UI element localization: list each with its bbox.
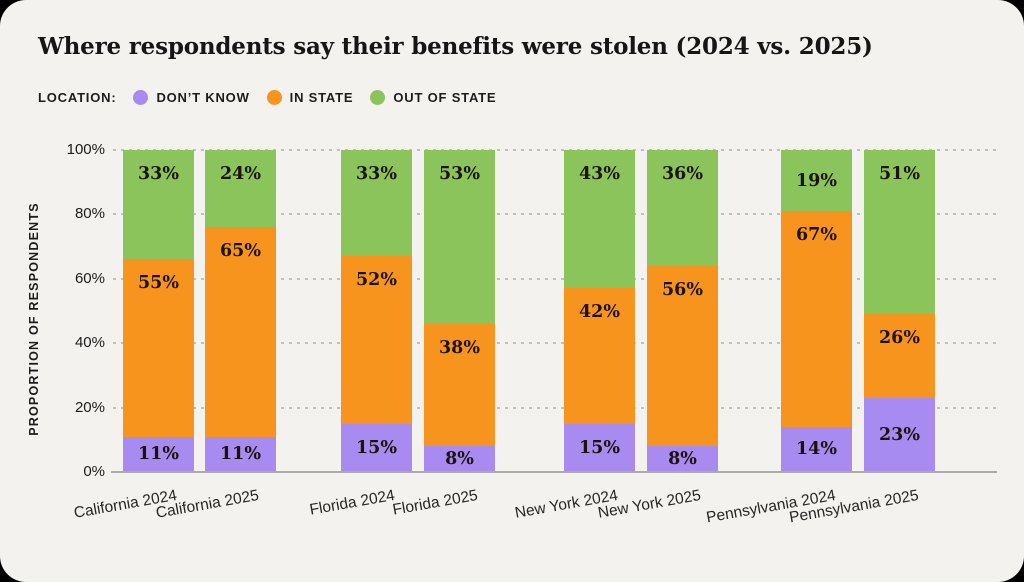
bar-segment-in-state: 55% [123,259,194,437]
bar-value-label: 11% [220,444,261,465]
bar-value-label: 67% [796,225,837,246]
legend-item-label: IN STATE [289,90,354,105]
bar-segment-in-state: 38% [424,323,495,447]
legend-item-dont-know: DON’T KNOW [133,90,249,105]
bar-california-2024: 33% 55% 11% [123,150,194,472]
bar-value-label: 15% [356,437,397,458]
bar-segment-don-t-know: 11% [123,436,194,472]
bar-value-label: 51% [879,164,920,184]
bar-value-label: 38% [439,337,480,358]
bar-segment-don-t-know: 15% [564,423,635,472]
gridline [113,277,997,280]
bar-segment-in-state: 56% [647,265,718,447]
out-of-state-swatch-icon [370,90,386,105]
bar-value-label: 11% [138,444,179,465]
bar-segment-out-of-state: 43% [564,150,635,289]
bar-value-label: 24% [220,164,261,184]
y-tick-label: 0% [83,463,105,480]
bar-segment-in-state: 42% [564,288,635,424]
bar-segment-in-state: 52% [341,256,412,424]
bar-segment-don-t-know: 14% [781,426,852,472]
bar-value-label: 33% [138,164,179,184]
bar-segment-in-state: 65% [205,227,276,437]
bar-value-label: 15% [579,437,620,458]
bar-value-label: 65% [220,241,261,262]
gridline [113,342,997,345]
bar-segment-out-of-state: 33% [123,150,194,260]
bar-new-york-2024: 43% 42% 15% [564,150,635,472]
bar-segment-don-t-know: 15% [341,423,412,472]
bar-value-label: 8% [668,449,697,470]
x-axis-label-florida-2024: Florida 2024 [308,487,397,519]
y-tick-label: 40% [74,334,105,352]
legend-item-in-state: IN STATE [266,90,354,105]
bar-value-label: 43% [579,164,620,184]
bar-segment-out-of-state: 53% [424,150,495,324]
legend-item-label: OUT OF STATE [393,90,497,105]
legend-title: LOCATION: [38,90,117,105]
bar-florida-2024: 33% 52% 15% [341,150,412,472]
bar-segment-out-of-state: 19% [781,150,852,212]
y-tick-label: 60% [74,269,105,287]
in-state-swatch-icon [266,90,282,105]
bar-segment-out-of-state: 51% [864,150,935,315]
bar-segment-don-t-know: 23% [864,397,935,472]
bar-pennsylvania-2025: 51% 26% 23% [864,150,935,472]
bar-value-label: 8% [445,449,474,470]
bar-value-label: 14% [796,439,837,460]
legend-item-out-of-state: OUT OF STATE [370,90,496,105]
bar-california-2025: 24% 65% 11% [205,150,276,472]
y-tick-label: 80% [74,205,105,223]
bar-segment-don-t-know: 8% [647,446,718,472]
legend-item-label: DON’T KNOW [156,90,250,105]
legend: LOCATION: DON’T KNOW IN STATE OUT OF STA… [38,90,496,105]
gridline [113,213,997,216]
chart-title: Where respondents say their benefits wer… [38,33,873,60]
bar-segment-don-t-know: 8% [424,446,495,472]
bar-segment-in-state: 67% [781,211,852,427]
y-tick-label: 100% [66,141,105,158]
bar-value-label: 56% [662,279,703,300]
bar-segment-don-t-know: 11% [205,436,276,472]
bar-value-label: 42% [579,302,620,323]
bar-pennsylvania-2024: 19% 67% 14% [781,150,852,472]
bar-florida-2025: 53% 38% 8% [424,150,495,472]
bar-segment-out-of-state: 36% [647,150,718,266]
bar-value-label: 19% [796,170,837,191]
bar-value-label: 55% [138,273,179,294]
dont-know-swatch-icon [133,90,149,105]
bar-segment-out-of-state: 33% [341,150,412,257]
x-axis-label-florida-2025: Florida 2025 [391,487,480,519]
x-axis-baseline [111,471,997,473]
bar-value-label: 33% [356,164,397,184]
bar-value-label: 36% [662,164,703,184]
bar-segment-out-of-state: 24% [205,150,276,228]
gridline [113,406,997,409]
y-tick-label: 20% [74,398,105,416]
bar-value-label: 52% [356,270,397,291]
gridline [113,149,997,151]
bar-segment-in-state: 26% [864,314,935,398]
bar-value-label: 23% [879,424,920,445]
bar-new-york-2025: 36% 56% 8% [647,150,718,472]
bar-value-label: 26% [879,328,920,349]
bar-value-label: 53% [439,164,480,184]
